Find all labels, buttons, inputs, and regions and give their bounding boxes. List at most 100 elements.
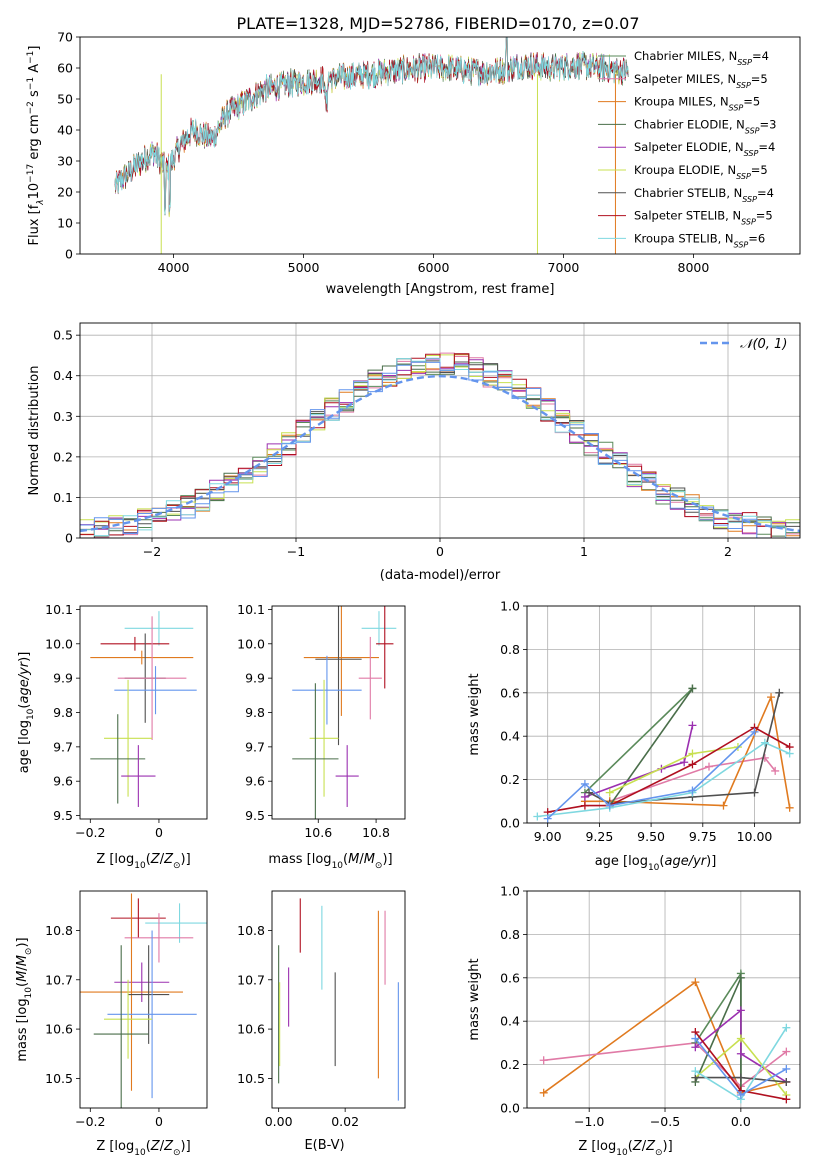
weight-point-kroupa_stelib [533,812,542,821]
y-axis-label: mass weight [467,958,482,1040]
weight-point-salpeter_miles [782,1047,791,1056]
panel-ebv_mass: 0.00 0.02 10.5 10.6 10.7 10.8 E(B-V) [237,890,406,1153]
weight-point-kroupa_miles [767,693,776,702]
weight-point-salpeter_stelib [580,801,589,810]
weight-line-kroupa_elodie [609,746,739,794]
y-tick-label: 0.2 [500,772,520,787]
weight-point-salpeter_elodie [736,1006,745,1015]
weight-line-salpeter_miles [543,1042,787,1088]
y-tick-label: 10.1 [45,602,73,617]
y-tick-label: 20 [57,185,73,200]
panel-spectrum: 4000 5000 6000 7000 8000 0 10 20 30 40 50 60 70 wavel… [26,30,801,297]
weight-point-salpeter_miles [760,753,769,762]
x-tick-label: 4000 [158,260,190,275]
legend-label-chabrier_elodie: Chabrier ELODIE, NSSP=3 [634,117,776,135]
axes-frame [526,890,801,1109]
axes-frame [79,36,801,255]
weight-point-normal [605,801,614,810]
y-tick-label: 0.6 [500,970,520,985]
y-tick-label: 1.0 [500,599,520,614]
x-tick-label: 0 [436,544,444,559]
legend-label-salpeter_miles: Salpeter MILES, NSSP=5 [634,72,768,90]
weight-point-kroupa_stelib [782,1023,791,1032]
legend-label-salpeter_elodie: Salpeter ELODIE, NSSP=4 [634,140,775,158]
x-axis-label: Z [log10(Z/Z⊙)] [96,1139,190,1158]
weight-point-normal [782,1064,791,1073]
y-tick-label: 0.2 [53,449,73,464]
x-tick-label: 10.00 [737,829,773,844]
x-tick-label: 8000 [678,260,710,275]
y-tick-label: 0.4 [500,1014,520,1029]
weight-line-chabrier_elodie [694,977,742,1091]
y-tick-label: 0 [65,531,73,546]
y-tick-label: 9.9 [53,671,73,686]
x-tick-label: 0.02 [331,1114,359,1129]
y-tick-label: 10 [57,216,73,231]
weight-point-kroupa_stelib [760,738,769,747]
spectrum-line-salpeter_stelib [114,37,629,212]
histogram-normal [80,361,800,538]
x-axis-label: Z [log10(Z/Z⊙)] [96,852,190,871]
x-tick-label: 10.6 [304,825,332,840]
x-tick-label: 5000 [288,260,320,275]
y-axis-label: Flux [fλ10−17 erg cm−2 s−1 A−1] [26,46,46,246]
weight-point-kroupa_stelib [785,749,794,758]
y-tick-label: 9.8 [53,705,73,720]
y-tick-label: 0.8 [500,927,520,942]
y-tick-label: 0.4 [53,368,73,383]
normal-curve [80,374,800,533]
weight-point-salpeter_miles [705,762,713,771]
y-tick-label: 10.5 [237,1071,265,1086]
weight-point-kroupa_elodie [605,788,614,797]
axes-frame [271,605,406,820]
y-tick-label: 0.4 [500,729,520,744]
panel-z_age: −0.2 0 9.5 9.6 9.7 9.8 9.9 10.0 10.1 Z [log10(Z/Z… [17,602,208,871]
y-tick-label: 50 [57,92,73,107]
weight-point-chabrier_elodie [736,973,745,982]
axes-frame [79,890,208,1109]
legend-label-kroupa_miles: Kroupa MILES, NSSP=5 [634,95,760,113]
weight-point-kroupa_elodie [688,749,697,758]
x-tick-label: 9.50 [637,829,665,844]
weight-point-normal [691,1034,700,1043]
y-tick-label: 0.1 [53,490,73,505]
spectrum-line-salpeter_elodie [114,37,629,210]
x-tick-label: −2 [143,544,161,559]
panel-z_mass: −0.2 0 10.5 10.6 10.7 10.8 Z [log10(Z/Z⊙)] mass… [15,890,208,1158]
x-tick-label: 0 [155,825,163,840]
spectrum-legend: Chabrier MILES, NSSP=4 Salpeter MILES, NS… [598,49,776,249]
y-tick-label: 70 [57,30,73,45]
y-tick-label: 0 [65,247,73,262]
x-tick-label: 6000 [418,260,450,275]
x-tick-label: −0.5 [650,1114,680,1129]
y-tick-label: 9.5 [245,808,265,823]
y-tick-label: 60 [57,61,73,76]
y-tick-label: 10.0 [237,636,265,651]
x-tick-label: 7000 [548,260,580,275]
weight-point-normal [750,727,759,736]
weight-point-kroupa_elodie [736,1034,745,1043]
legend-label-chabrier_miles: Chabrier MILES, NSSP=4 [634,49,769,67]
y-tick-label: 9.9 [245,671,265,686]
y-axis-label: age [log10(age/yr)] [17,652,36,774]
y-tick-label: 9.6 [53,774,73,789]
spectrum-line-kroupa_stelib [114,37,629,215]
y-axis-label: Normed distribution [27,366,42,496]
x-axis-label: wavelength [Angstrom, rest frame] [326,282,555,297]
weight-point-chabrier_stelib [775,688,784,697]
y-tick-label: 10.1 [237,602,265,617]
panel-mass_age: 10.6 10.8 9.5 9.6 9.7 9.8 9.9 10.0 10.1 mass [log… [237,602,406,871]
weight-point-kroupa_miles [785,803,794,812]
panel-weight_z: −1.0 −0.5 0.0 0.0 0.2 0.4 0.6 0.8 1.0 mass weight… [467,884,801,1158]
axes-frame [526,605,801,824]
weight-line-salpeter_elodie [584,725,694,798]
y-tick-label: 10.6 [237,1022,265,1037]
y-tick-label: 10.7 [45,972,73,987]
x-tick-label: 9.25 [585,829,613,844]
x-tick-label: 0 [155,1114,163,1129]
x-tick-label: 9.00 [534,829,562,844]
y-axis-label: mass weight [467,673,482,755]
axes-frame [271,890,406,1109]
y-tick-label: 9.7 [245,739,265,754]
weight-point-salpeter_elodie [691,1043,700,1052]
